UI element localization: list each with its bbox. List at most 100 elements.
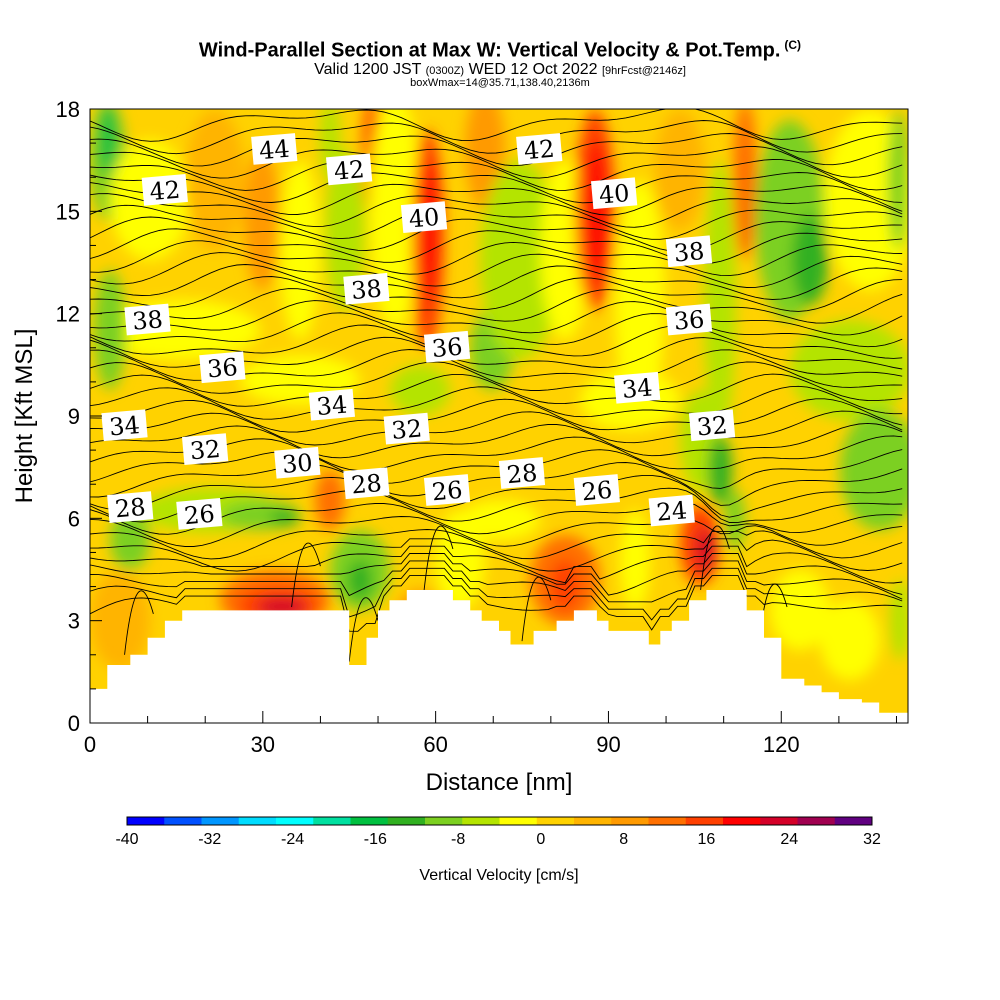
theta-label-text: 34 (108, 411, 141, 442)
theta-label-text: 32 (696, 411, 729, 442)
colorbar-frame (126, 816, 873, 826)
box-info: boxWmax=14@35.71,138.40,2136m (410, 77, 590, 89)
theta-line-low (124, 590, 154, 655)
theta-label: 38 (665, 235, 713, 268)
x-tick-label: 30 (251, 732, 275, 757)
theta-label-text: 32 (390, 414, 423, 445)
theta-label-text: 32 (189, 435, 222, 466)
colorbar-title: Vertical Velocity [cm/s] (419, 867, 578, 884)
colorbar-swatch (201, 817, 240, 825)
theta-label: 26 (176, 498, 223, 530)
theta-label-bg (423, 474, 471, 506)
theta-label: 40 (590, 177, 638, 210)
theta-line (90, 545, 903, 584)
theta-label-text: 28 (114, 493, 147, 524)
theta-label: 24 (648, 494, 695, 527)
theta-label-bg (181, 433, 229, 465)
theta-label: 38 (124, 303, 171, 336)
colorbar-swatch (276, 817, 314, 825)
colorbar-swatch (723, 817, 761, 825)
theta-line (90, 410, 903, 446)
theta-line (90, 193, 903, 228)
x-axis: 0 30 60 90 120 (84, 711, 897, 757)
colorbar-tick-label: 32 (863, 831, 881, 848)
theta-line (90, 159, 903, 191)
theta-line (90, 529, 903, 560)
theta-label-bg (176, 498, 223, 530)
theta-line (90, 474, 903, 518)
valid-utc: (0300Z) (425, 65, 465, 77)
velocity-patches (90, 109, 908, 680)
theta-label: 26 (423, 474, 471, 506)
theta-label: 32 (181, 433, 229, 466)
valid-date: WED 12 Oct 2022 (468, 61, 598, 78)
colorbar-tick-label: -8 (451, 831, 465, 848)
theta-label-bg (400, 201, 448, 234)
theta-line (90, 422, 903, 459)
theta-line (90, 449, 903, 489)
valid-prefix: Valid 1200 JST (314, 61, 422, 78)
colorbar-tick-label: -24 (281, 831, 304, 848)
theta-line (90, 120, 903, 155)
chart-title: Wind-Parallel Section at Max W: Vertical… (198, 38, 802, 62)
theta-label: 32 (688, 409, 736, 442)
theta-line (90, 516, 903, 547)
colorbar: -40 -32 -24 -16 -8 0 8 16 24 32 (115, 816, 881, 848)
colorbar-swatch (499, 817, 538, 825)
theta-line (90, 240, 903, 277)
theta-line (90, 312, 903, 348)
theta-label-text: 42 (333, 155, 366, 186)
theta-label-text: 40 (598, 179, 631, 210)
theta-label-text: 24 (655, 496, 688, 527)
y-axis: 0 3 6 9 12 15 18 (56, 97, 102, 736)
theta-label: 36 (665, 303, 713, 336)
theta-label: 42 (516, 133, 563, 165)
y-axis-title: Height [Kft MSL] (11, 329, 38, 504)
theta-line (90, 487, 903, 523)
theta-label: 36 (199, 351, 246, 384)
theta-line (90, 146, 903, 179)
y-tick-label: 6 (68, 506, 80, 531)
theta-label: 28 (343, 467, 390, 500)
theta-label-text: 30 (281, 448, 314, 479)
theta-line (90, 567, 903, 621)
theta-label-text: 36 (206, 353, 239, 384)
theta-line (90, 385, 903, 420)
theta-contours (90, 109, 903, 662)
theta-label: 42 (326, 153, 373, 186)
colorbar-tick-label: 0 (536, 831, 545, 848)
colorbar-swatch (164, 817, 202, 825)
theta-line-low (423, 525, 454, 591)
theta-line (90, 172, 903, 204)
theta-label: 28 (498, 457, 546, 489)
theta-label-text: 44 (258, 135, 291, 166)
theta-label: 34 (101, 409, 148, 442)
theta-line (90, 575, 903, 632)
theta-line (90, 462, 903, 506)
theta-line (90, 276, 903, 312)
colorbar-tick-label: -40 (115, 831, 138, 848)
theta-line (90, 133, 903, 167)
theta-label-text: 38 (350, 275, 383, 306)
colorbar-tick-label: -32 (198, 831, 221, 848)
theta-label-bg (590, 177, 638, 210)
theta-line (90, 324, 903, 359)
theta-label: 44 (251, 133, 298, 166)
terrain-mask (90, 590, 908, 723)
theta-label-bg (665, 303, 713, 336)
colorbar-swatch (574, 817, 612, 825)
theta-label-bg (688, 409, 736, 442)
theta-line (90, 398, 903, 433)
theta-line (90, 502, 903, 535)
theta-line (90, 288, 903, 324)
theta-line (90, 216, 903, 252)
theta-line (90, 182, 903, 216)
theta-label-bg (326, 153, 373, 186)
colorbar-swatch (462, 817, 500, 825)
y-tick-label: 9 (68, 404, 80, 429)
forecast-info: [9hrFcst@2146z] (601, 65, 686, 77)
theta-label-text: 26 (580, 476, 613, 507)
theta-label-text: 34 (316, 390, 349, 421)
colorbar-tick-label: 16 (698, 831, 716, 848)
y-tick-label: 18 (56, 97, 80, 122)
